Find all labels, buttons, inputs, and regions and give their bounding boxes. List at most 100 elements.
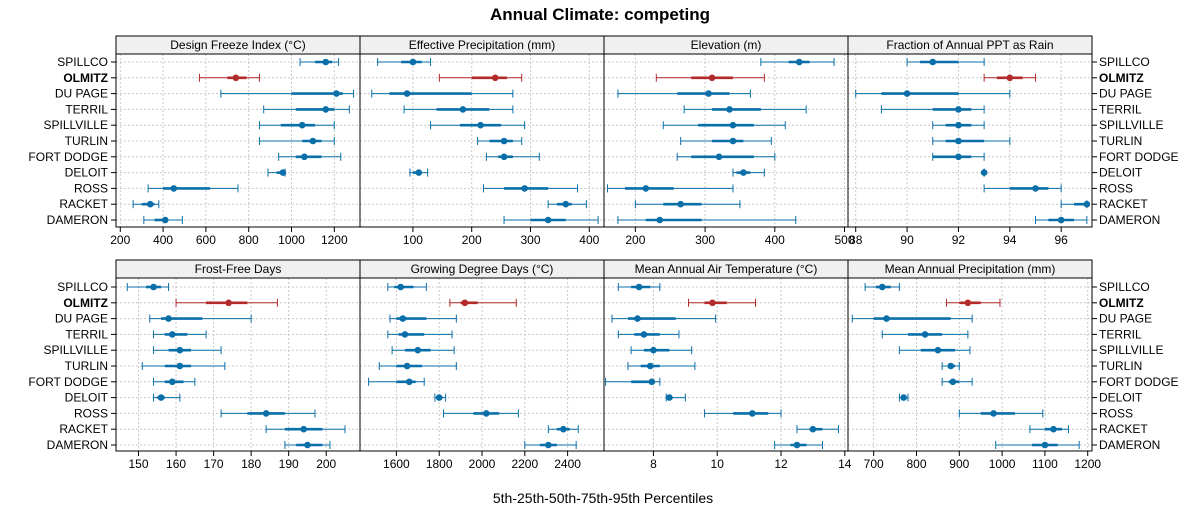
y-label-right: DU PAGE: [1099, 312, 1152, 326]
y-label-right: FORT DODGE: [1099, 150, 1179, 164]
panel-title: Mean Annual Precipitation (mm): [885, 262, 1056, 276]
panel-title: Mean Annual Air Temperature (°C): [635, 262, 818, 276]
panel-7: Mean Annual Air Temperature (°C) 8 10 12 14: [603, 259, 852, 471]
y-label-right: TURLIN: [1099, 134, 1142, 148]
median-point: [666, 394, 673, 401]
x-tick-label: 900: [949, 457, 969, 471]
y-label-left: OLMITZ: [63, 71, 108, 85]
x-tick-label: 1100: [1032, 457, 1058, 471]
series-du-page: [220, 89, 355, 98]
series-ross: [220, 409, 316, 418]
median-point: [708, 74, 716, 82]
median-point: [900, 394, 907, 401]
median-point: [656, 216, 664, 224]
median-point: [749, 410, 756, 417]
x-tick-label: 100: [403, 233, 423, 247]
y-label-left: RACKET: [59, 422, 108, 436]
median-point: [1006, 74, 1014, 82]
y-label-left: FORT DODGE: [28, 150, 108, 164]
y-label-right: SPILLVILLE: [1099, 118, 1164, 132]
median-point: [646, 362, 654, 370]
x-tick-label: 600: [196, 233, 216, 247]
y-label-right: SPILLCO: [1099, 55, 1150, 69]
series-ross: [703, 409, 782, 418]
x-tick-label: 400: [153, 233, 173, 247]
median-point: [262, 410, 270, 417]
panel-6: Growing Degree Days (°C) 1600 1800 2000 2200…: [359, 259, 605, 471]
median-point: [934, 346, 942, 354]
series-terril: [387, 330, 453, 339]
median-point: [980, 169, 988, 176]
y-label-left: DELOIT: [65, 166, 109, 180]
series-fort-dodge: [676, 152, 776, 161]
series-spillco: [299, 58, 340, 66]
series-dameron: [143, 216, 183, 224]
median-point: [729, 121, 737, 129]
x-tick-label: 170: [204, 457, 224, 471]
series-dameron: [524, 441, 577, 449]
series-spillco: [377, 58, 432, 66]
x-tick-label: 190: [279, 457, 299, 471]
series-spillco: [906, 58, 985, 66]
median-point: [461, 299, 469, 307]
median-point: [1050, 425, 1057, 433]
x-tick-label: 2200: [511, 457, 538, 471]
median-point: [642, 185, 650, 192]
median-point: [1041, 441, 1049, 449]
x-tick-label: 90: [900, 233, 914, 247]
median-point: [921, 331, 929, 338]
median-point: [279, 169, 287, 176]
y-label-right: TERRIL: [1099, 102, 1142, 116]
median-point: [304, 441, 311, 449]
series-spillville: [430, 121, 526, 130]
series-deloit: [980, 168, 988, 177]
series-racket: [132, 200, 160, 209]
median-point: [964, 299, 972, 307]
median-point: [545, 441, 552, 449]
series-spillville: [662, 121, 786, 130]
series-fort-dodge: [368, 377, 425, 386]
median-point: [715, 153, 723, 161]
series-spillville: [932, 121, 985, 130]
series-racket: [796, 425, 839, 434]
series-racket: [265, 425, 346, 434]
median-point: [309, 137, 317, 145]
median-point: [795, 58, 803, 66]
median-point: [990, 410, 997, 417]
series-fort-dodge: [932, 152, 985, 161]
series-dameron: [774, 441, 823, 449]
x-tick-label: 2400: [554, 457, 581, 471]
y-label-right: TURLIN: [1099, 359, 1142, 373]
median-point: [176, 346, 184, 354]
series-fort-dodge: [485, 152, 540, 161]
y-label-left: DAMERON: [47, 213, 108, 227]
median-point: [521, 185, 528, 192]
panel-title: Frost-Free Days: [195, 262, 282, 276]
series-deloit: [267, 168, 287, 177]
series-olmitz: [175, 298, 278, 307]
y-label-right: SPILLVILLE: [1099, 343, 1164, 357]
x-tick-label: 2000: [469, 457, 496, 471]
y-label-right: DAMERON: [1099, 438, 1160, 452]
panel-title: Design Freeze Index (°C): [170, 38, 306, 52]
panel-title: Effective Precipitation (mm): [409, 38, 556, 52]
median-point: [929, 58, 937, 66]
series-turlin: [941, 362, 960, 370]
x-tick-label: 160: [166, 457, 186, 471]
median-point: [414, 346, 422, 354]
series-racket: [1029, 425, 1069, 434]
series-spillco: [617, 283, 661, 291]
median-point: [415, 169, 423, 176]
median-point: [726, 106, 733, 113]
series-du-page: [611, 314, 717, 323]
panel-frame: [847, 277, 1093, 452]
series-dameron: [617, 216, 797, 224]
x-tick-label: 180: [241, 457, 261, 471]
y-label-right: SPILLCO: [1099, 280, 1150, 294]
y-label-right: DU PAGE: [1099, 87, 1152, 101]
y-label-right: TERRIL: [1099, 327, 1142, 341]
y-label-left: SPILLCO: [57, 280, 108, 294]
median-point: [161, 216, 169, 224]
median-point: [640, 331, 648, 338]
